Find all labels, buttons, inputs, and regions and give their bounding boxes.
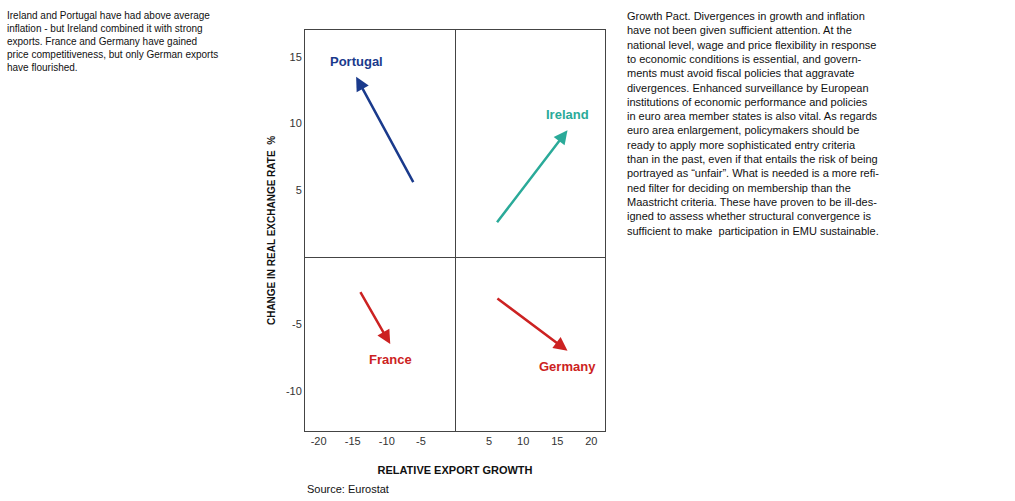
svg-text:5: 5	[486, 435, 492, 447]
svg-text:-15: -15	[345, 435, 361, 447]
svg-text:Germany: Germany	[539, 359, 596, 374]
svg-text:10: 10	[290, 117, 302, 129]
svg-text:-5: -5	[416, 435, 426, 447]
svg-text:5: 5	[296, 184, 302, 196]
svg-text:20: 20	[585, 435, 597, 447]
svg-text:Growth Pact. Divergences in gr: Growth Pact. Divergences in growth and i…	[627, 10, 879, 237]
svg-text:Ireland and Portugal have had: Ireland and Portugal have had above aver…	[7, 10, 218, 73]
svg-text:Portugal: Portugal	[330, 54, 383, 69]
svg-text:Source: Eurostat: Source: Eurostat	[307, 483, 389, 495]
svg-text:15: 15	[290, 51, 302, 63]
svg-text:-20: -20	[311, 435, 327, 447]
svg-text:-10: -10	[286, 385, 302, 397]
svg-text:Ireland: Ireland	[546, 107, 589, 122]
svg-text:RELATIVE EXPORT GROWTH: RELATIVE EXPORT GROWTH	[377, 464, 532, 476]
svg-text:-10: -10	[379, 435, 395, 447]
svg-text:-5: -5	[292, 318, 302, 330]
svg-text:15: 15	[551, 435, 563, 447]
svg-text:CHANGE IN REAL EXCHANGE RATE: CHANGE IN REAL EXCHANGE RATE %	[266, 136, 277, 325]
svg-text:10: 10	[517, 435, 529, 447]
svg-text:France: France	[369, 352, 412, 367]
